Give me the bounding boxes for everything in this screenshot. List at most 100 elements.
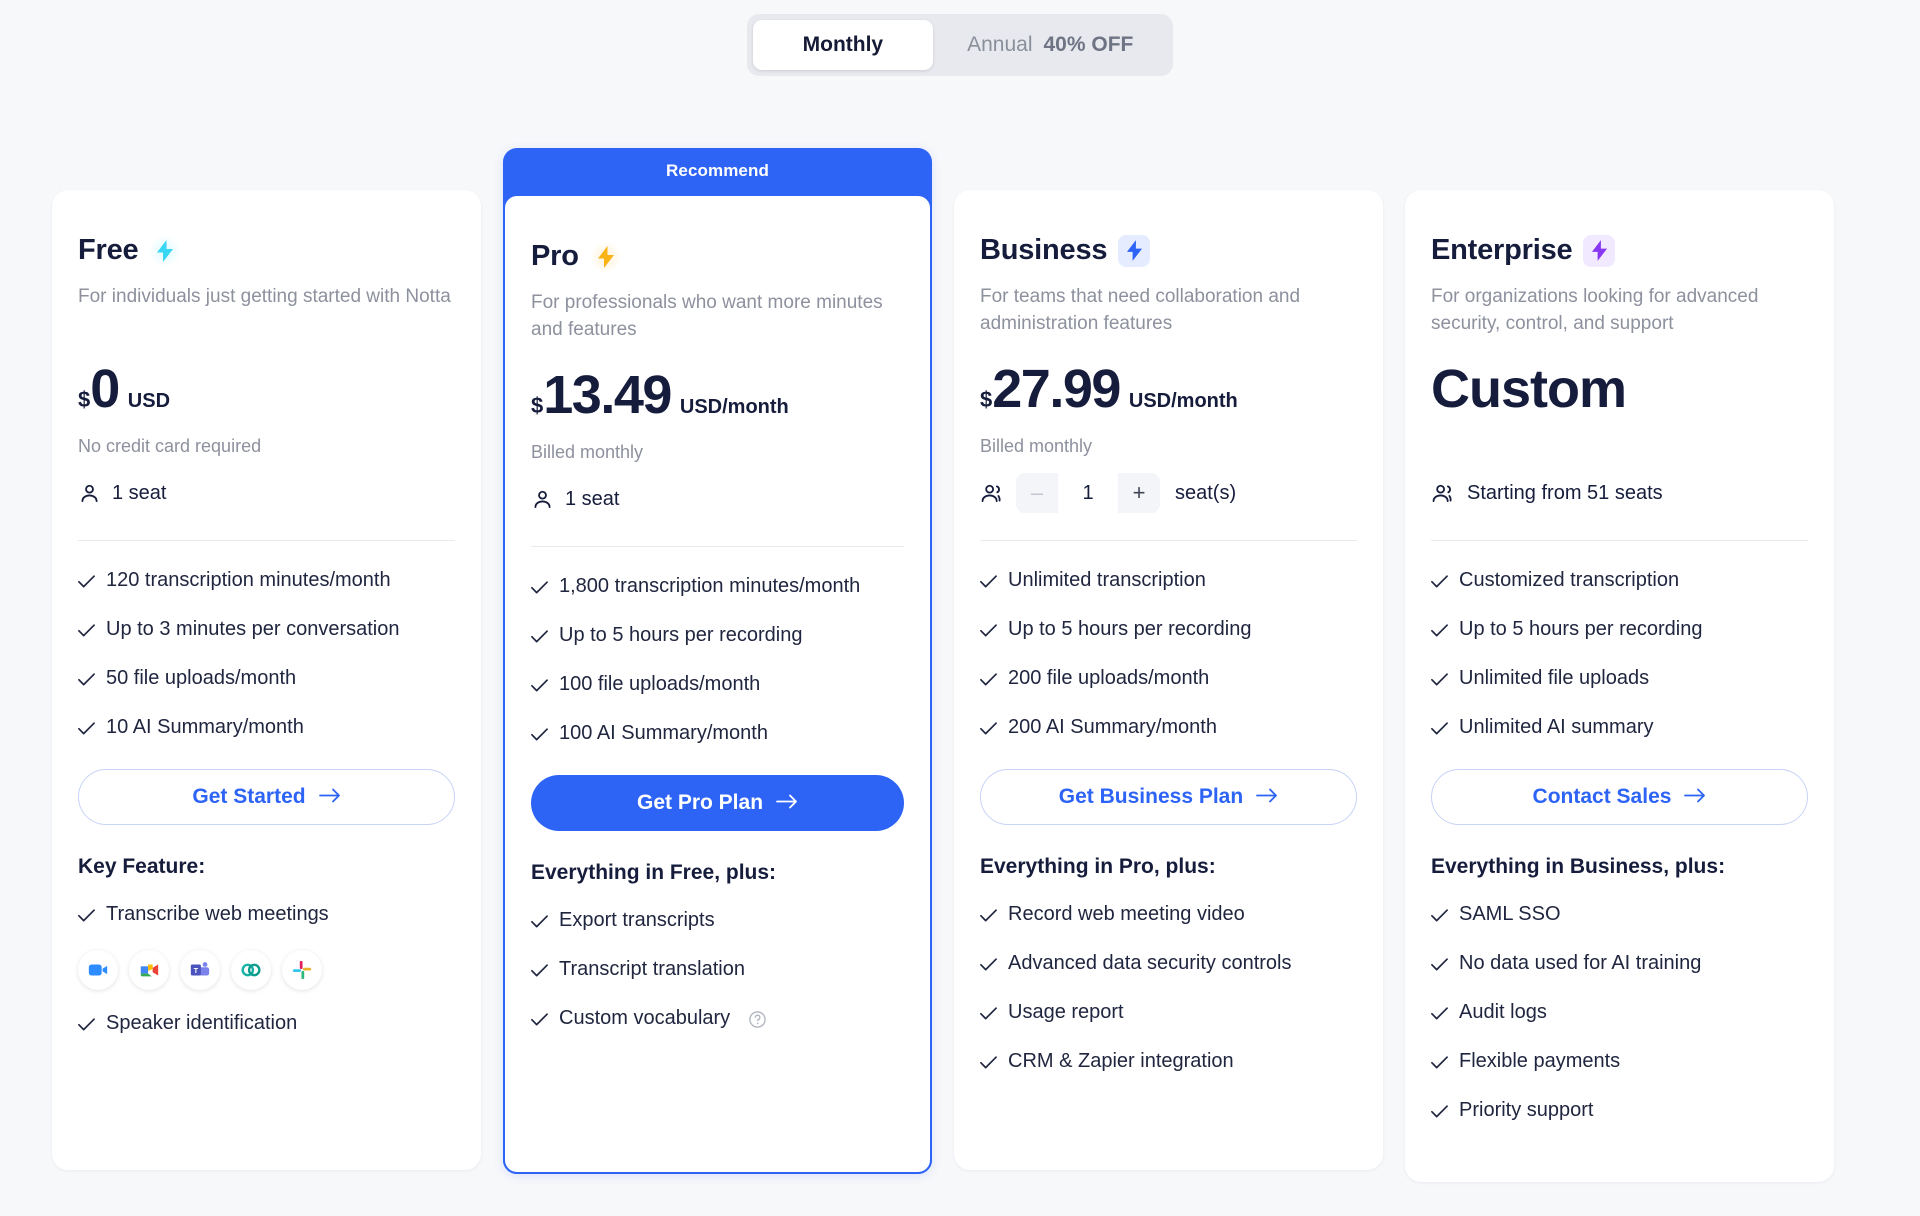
check-icon	[1431, 619, 1448, 645]
help-circle-icon[interactable]	[748, 1010, 767, 1029]
lightning-bolt-icon	[1583, 234, 1616, 267]
extra-item: Custom vocabulary	[531, 1005, 904, 1034]
feature-label: 50 file uploads/month	[106, 667, 297, 689]
price-amount: 0	[90, 359, 120, 419]
feature-label: Up to 5 hours per recording	[1008, 618, 1252, 640]
seat-row-pro: 1 seat	[531, 478, 904, 520]
price-unit: USD/month	[1128, 390, 1238, 412]
plan-header-free: Free	[78, 234, 455, 267]
plan-card-free: Free For individuals just getting starte…	[52, 190, 481, 1170]
extra-label: Record web meeting video	[1008, 903, 1245, 925]
check-icon	[531, 959, 548, 985]
toggle-monthly-label: Monthly	[802, 33, 884, 56]
extra-item: SAML SSO	[1431, 901, 1808, 930]
seat-row-enterprise: Starting from 51 seats	[1431, 472, 1808, 514]
toggle-annual-discount: 40% OFF	[1043, 33, 1134, 56]
billing-toggle-wrap: Monthly Annual 40% OFF	[0, 14, 1920, 76]
extra-label: Speaker identification	[106, 1012, 298, 1034]
extra-item: Transcribe web meetings	[78, 901, 455, 930]
price-unit: USD/month	[679, 396, 789, 418]
extras-list-enterprise: SAML SSO No data used for AI training Au…	[1431, 901, 1808, 1126]
seat-text-enterprise: Starting from 51 seats	[1467, 481, 1663, 504]
arrow-right-icon	[776, 791, 798, 815]
feature-item: Customized transcription	[1431, 567, 1808, 596]
feature-label: 200 file uploads/month	[1008, 667, 1210, 689]
extra-item: No data used for AI training	[1431, 950, 1808, 979]
toggle-annual-label: Annual	[967, 33, 1033, 56]
feature-label: 120 transcription minutes/month	[106, 569, 391, 591]
seat-decrement-button[interactable]: –	[1016, 473, 1058, 513]
seat-text-pro: 1 seat	[565, 487, 620, 510]
extras-list-pro: Export transcripts Transcript translatio…	[531, 907, 904, 1034]
lightning-bolt-icon	[589, 240, 622, 273]
plan-card-pro: Recommend Pro For professionals who want…	[503, 148, 932, 1174]
extra-label: No data used for AI training	[1459, 952, 1702, 974]
check-icon	[531, 910, 548, 936]
seat-stepper[interactable]: – 1 +	[1016, 473, 1160, 513]
check-icon	[980, 668, 997, 694]
plan-description-pro: For professionals who want more minutes …	[531, 292, 883, 340]
check-icon	[980, 904, 997, 930]
extras-list-free: Transcribe web meetings	[78, 901, 455, 930]
seat-stepper-label: seat(s)	[1175, 481, 1237, 504]
extra-label: CRM & Zapier integration	[1008, 1050, 1234, 1072]
check-icon	[531, 1008, 548, 1034]
currency-symbol: $	[531, 393, 544, 418]
extra-label: Priority support	[1459, 1099, 1594, 1121]
seat-increment-button[interactable]: +	[1118, 473, 1160, 513]
feature-item: 10 AI Summary/month	[78, 714, 455, 743]
get-started-button[interactable]: Get Started	[78, 769, 455, 825]
check-icon	[980, 619, 997, 645]
plan-price-enterprise: Custom	[1431, 362, 1808, 420]
check-icon	[1431, 953, 1448, 979]
arrow-right-icon	[1256, 785, 1278, 809]
feature-item: 120 transcription minutes/month	[78, 567, 455, 596]
cta-label: Get Business Plan	[1058, 785, 1244, 808]
plan-price-pro: $ 13.49 USD/month	[531, 368, 904, 426]
feature-item: 1,800 transcription minutes/month	[531, 573, 904, 602]
extra-label: Audit logs	[1459, 1001, 1547, 1023]
slack-icon	[282, 950, 322, 990]
extras-title-business: Everything in Pro, plus:	[980, 855, 1216, 878]
contact-sales-button[interactable]: Contact Sales	[1431, 769, 1808, 825]
seat-count-value[interactable]: 1	[1058, 473, 1118, 513]
plan-name-business: Business	[980, 234, 1108, 266]
lightning-bolt-icon	[149, 234, 182, 267]
extra-item: Record web meeting video	[980, 901, 1357, 930]
lightning-bolt-icon	[1118, 234, 1151, 267]
check-icon	[531, 723, 548, 749]
cta-label: Get Started	[192, 785, 306, 808]
check-icon	[78, 1013, 95, 1039]
seat-row-business: – 1 + seat(s)	[980, 472, 1357, 514]
feature-list-pro: 1,800 transcription minutes/month Up to …	[531, 573, 904, 749]
feature-item: Up to 5 hours per recording	[980, 616, 1357, 645]
feature-item: 100 AI Summary/month	[531, 720, 904, 749]
feature-label: Unlimited transcription	[1008, 569, 1206, 591]
extra-item: CRM & Zapier integration	[980, 1048, 1357, 1077]
feature-label: 100 file uploads/month	[559, 673, 761, 695]
feature-label: Unlimited file uploads	[1459, 667, 1650, 689]
toggle-monthly[interactable]: Monthly	[752, 20, 934, 70]
billing-note-business: Billed monthly	[980, 436, 1093, 456]
seat-text-free: 1 seat	[112, 481, 167, 504]
extra-item: Export transcripts	[531, 907, 904, 936]
check-icon	[78, 717, 95, 743]
feature-item: 50 file uploads/month	[78, 665, 455, 694]
plan-description-free: For individuals just getting started wit…	[78, 286, 451, 307]
get-business-plan-button[interactable]: Get Business Plan	[980, 769, 1357, 825]
plan-price-free: $ 0 USD	[78, 362, 455, 420]
plan-price-business: $ 27.99 USD/month	[980, 362, 1357, 420]
google-meet-icon	[129, 950, 169, 990]
plan-name-free: Free	[78, 234, 139, 266]
cta-label: Get Pro Plan	[636, 791, 764, 814]
get-pro-plan-button[interactable]: Get Pro Plan	[531, 775, 904, 831]
extra-item: Advanced data security controls	[980, 950, 1357, 979]
billing-toggle[interactable]: Monthly Annual 40% OFF	[746, 14, 1174, 76]
plan-name-enterprise: Enterprise	[1431, 234, 1573, 266]
feature-item: Unlimited file uploads	[1431, 665, 1808, 694]
check-icon	[531, 576, 548, 602]
toggle-annual[interactable]: Annual 40% OFF	[933, 20, 1167, 70]
feature-label: 10 AI Summary/month	[106, 716, 304, 738]
svg-text:T: T	[194, 966, 199, 975]
